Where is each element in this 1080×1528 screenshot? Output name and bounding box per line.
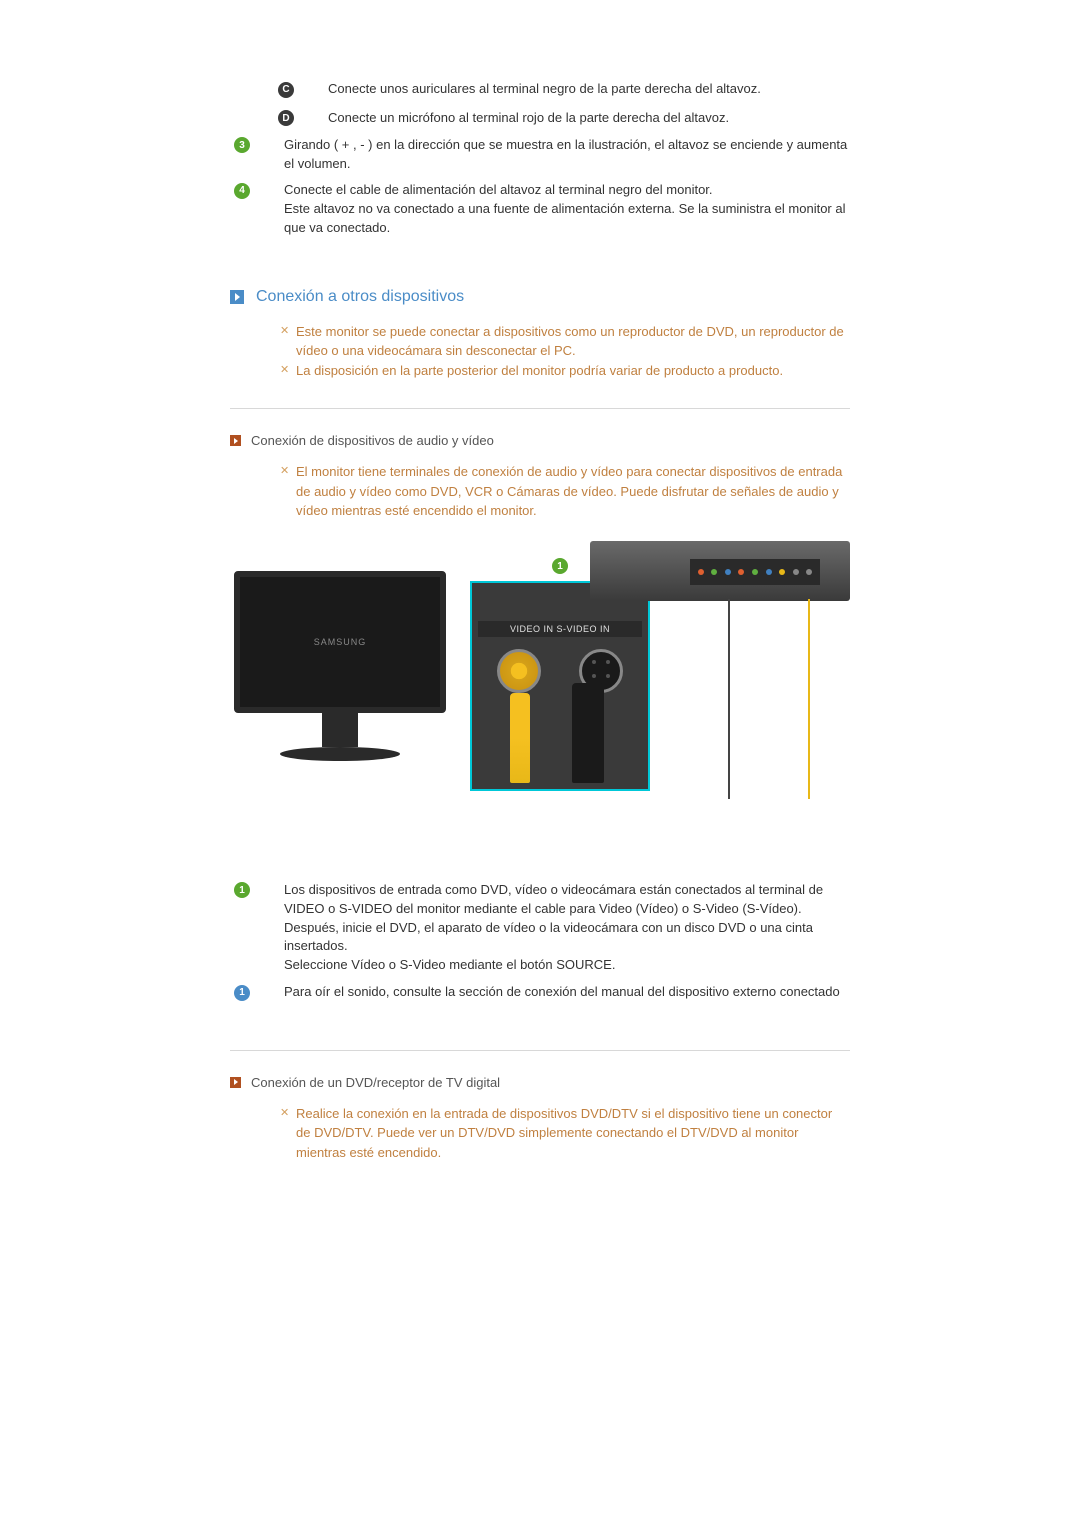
small-arrow-icon bbox=[230, 435, 241, 446]
dvd-port-dot bbox=[793, 569, 799, 575]
dvd-port-dot bbox=[738, 569, 744, 575]
note-marker-icon: ✕ bbox=[280, 462, 296, 480]
subsection-notes: ✕ Realice la conexión en la entrada de d… bbox=[280, 1104, 850, 1163]
bullet-cell: 4 bbox=[230, 181, 284, 199]
monitor-screen: SAMSUNG bbox=[234, 571, 446, 713]
panel-callout: 1 bbox=[552, 557, 568, 575]
bullet-cell: C bbox=[230, 80, 328, 98]
instruction-row: 4 Conecte el cable de alimentación del a… bbox=[230, 181, 850, 238]
note-row: ✕ El monitor tiene terminales de conexió… bbox=[280, 462, 850, 521]
letter-bullet-d: D bbox=[278, 110, 294, 126]
figure-port-panel: 1 VIDEO IN S-VIDEO IN bbox=[470, 581, 650, 791]
subsection-title: Conexión de un DVD/receptor de TV digita… bbox=[251, 1075, 500, 1090]
small-arrow-icon bbox=[230, 1077, 241, 1088]
monitor-brand-label: SAMSUNG bbox=[314, 637, 367, 647]
dvd-port-dot bbox=[725, 569, 731, 575]
after-figure-list: 1 Los dispositivos de entrada como DVD, … bbox=[230, 881, 850, 1002]
instruction-text: Girando ( + , - ) en la dirección que se… bbox=[284, 136, 850, 174]
monitor-stand bbox=[322, 713, 358, 747]
instruction-text: Para oír el sonido, consulte la sección … bbox=[284, 983, 850, 1002]
letter-bullet-c: C bbox=[278, 82, 294, 98]
dvd-port-dot bbox=[766, 569, 772, 575]
top-instruction-list: C Conecte unos auriculares al terminal n… bbox=[230, 80, 850, 238]
number-bullet-blue-1: 1 bbox=[234, 985, 250, 1001]
instruction-text: Conecte un micrófono al terminal rojo de… bbox=[328, 109, 850, 128]
instruction-text: Conecte unos auriculares al terminal neg… bbox=[328, 80, 850, 99]
instruction-row: 1 Los dispositivos de entrada como DVD, … bbox=[230, 881, 850, 975]
dvd-black-wire bbox=[728, 599, 730, 799]
figure-dvd-player bbox=[590, 541, 850, 601]
note-marker-icon: ✕ bbox=[280, 361, 296, 379]
panel-header-label: VIDEO IN S-VIDEO IN bbox=[478, 621, 642, 637]
connection-figure: SAMSUNG 1 VIDEO IN S-VIDEO IN bbox=[230, 541, 850, 821]
bullet-cell: 3 bbox=[230, 136, 284, 154]
note-marker-icon: ✕ bbox=[280, 1104, 296, 1122]
dvd-port-dot bbox=[752, 569, 758, 575]
bullet-cell: 1 bbox=[230, 983, 284, 1001]
bullet-cell: 1 bbox=[230, 881, 284, 899]
panel-ports bbox=[472, 643, 648, 699]
dvd-port-dot bbox=[698, 569, 704, 575]
section-heading: Conexión a otros dispositivos bbox=[230, 288, 850, 306]
number-bullet-green-1: 1 bbox=[234, 882, 250, 898]
note-text: La disposición en la parte posterior del… bbox=[296, 361, 850, 381]
page-container: C Conecte unos auriculares al terminal n… bbox=[190, 0, 890, 1268]
subsection-heading: Conexión de un DVD/receptor de TV digita… bbox=[230, 1075, 850, 1090]
monitor-base bbox=[280, 747, 400, 761]
note-row: ✕ Realice la conexión en la entrada de d… bbox=[280, 1104, 850, 1163]
instruction-text: Los dispositivos de entrada como DVD, ví… bbox=[284, 881, 850, 975]
figure-monitor: SAMSUNG bbox=[230, 571, 450, 771]
bullet-cell: D bbox=[230, 109, 328, 127]
subsection-title: Conexión de dispositivos de audio y víde… bbox=[251, 433, 494, 448]
rca-port-icon bbox=[497, 649, 541, 693]
callout-bullet-1: 1 bbox=[552, 558, 568, 574]
instruction-row: 1 Para oír el sonido, consulte la secció… bbox=[230, 983, 850, 1002]
instruction-row: 3 Girando ( + , - ) en la dirección que … bbox=[230, 136, 850, 174]
dvd-rear-panel bbox=[690, 559, 820, 585]
divider bbox=[230, 408, 850, 409]
number-bullet-4: 4 bbox=[234, 183, 250, 199]
note-row: ✕ La disposición en la parte posterior d… bbox=[280, 361, 850, 381]
dvd-yellow-wire bbox=[808, 599, 810, 799]
note-row: ✕ Este monitor se puede conectar a dispo… bbox=[280, 322, 850, 361]
subsection-heading: Conexión de dispositivos de audio y víde… bbox=[230, 433, 850, 448]
dvd-port-dot bbox=[711, 569, 717, 575]
note-text: Este monitor se puede conectar a disposi… bbox=[296, 322, 850, 361]
note-text: El monitor tiene terminales de conexión … bbox=[296, 462, 850, 521]
dvd-port-dot bbox=[779, 569, 785, 575]
instruction-text: Conecte el cable de alimentación del alt… bbox=[284, 181, 850, 238]
number-bullet-3: 3 bbox=[234, 137, 250, 153]
dvd-port-dot bbox=[806, 569, 812, 575]
arrow-icon bbox=[230, 290, 244, 304]
subsection-notes: ✕ El monitor tiene terminales de conexió… bbox=[280, 462, 850, 521]
note-marker-icon: ✕ bbox=[280, 322, 296, 340]
instruction-row: D Conecte un micrófono al terminal rojo … bbox=[230, 109, 850, 128]
section-heading-text: Conexión a otros dispositivos bbox=[256, 288, 464, 306]
black-cable-icon bbox=[572, 683, 604, 783]
yellow-cable-icon bbox=[510, 693, 530, 783]
instruction-row: C Conecte unos auriculares al terminal n… bbox=[230, 80, 850, 99]
divider bbox=[230, 1050, 850, 1051]
note-text: Realice la conexión en la entrada de dis… bbox=[296, 1104, 850, 1163]
section-notes: ✕ Este monitor se puede conectar a dispo… bbox=[280, 322, 850, 381]
